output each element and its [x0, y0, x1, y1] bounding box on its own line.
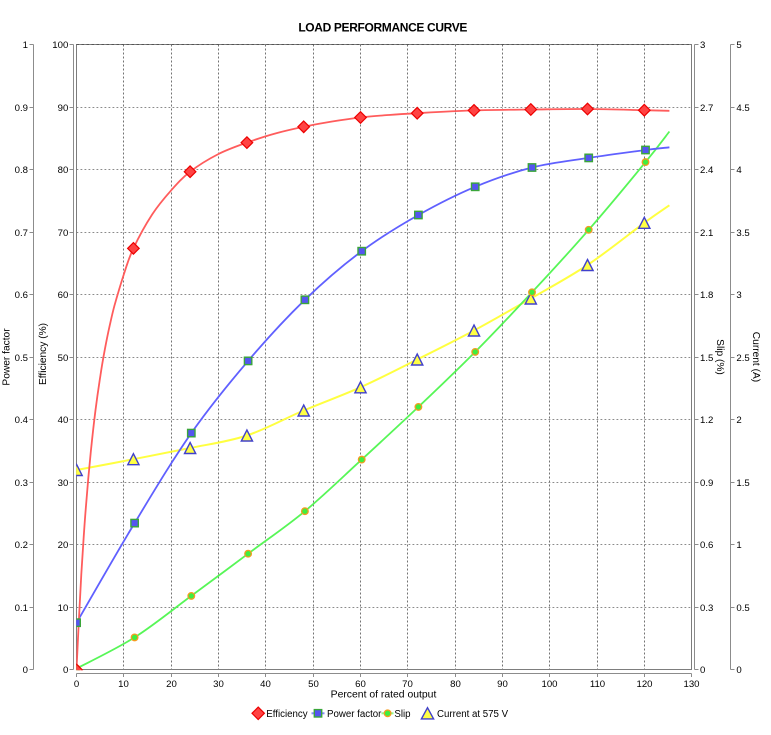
- svg-text:80: 80: [58, 165, 69, 176]
- svg-text:30: 30: [58, 478, 69, 489]
- svg-text:30: 30: [213, 679, 224, 690]
- svg-text:70: 70: [58, 228, 69, 239]
- svg-text:5: 5: [736, 40, 741, 51]
- svg-text:10: 10: [118, 679, 129, 690]
- svg-text:Power factor: Power factor: [2, 328, 13, 386]
- svg-text:0: 0: [23, 665, 28, 676]
- svg-text:0.9: 0.9: [15, 103, 28, 114]
- svg-text:110: 110: [590, 679, 605, 690]
- svg-text:10: 10: [58, 603, 69, 614]
- svg-text:40: 40: [260, 679, 271, 690]
- svg-text:50: 50: [308, 679, 319, 690]
- svg-text:100: 100: [52, 40, 68, 51]
- svg-text:50: 50: [58, 353, 69, 364]
- svg-text:0.6: 0.6: [700, 540, 713, 551]
- svg-text:Power factor: Power factor: [327, 709, 382, 720]
- svg-text:Efficiency: Efficiency: [266, 709, 307, 720]
- svg-text:0.5: 0.5: [736, 603, 749, 614]
- svg-text:20: 20: [58, 540, 69, 551]
- svg-text:0: 0: [74, 679, 79, 690]
- svg-text:0.8: 0.8: [15, 165, 28, 176]
- svg-text:1.8: 1.8: [700, 290, 713, 301]
- svg-text:4: 4: [736, 165, 742, 176]
- svg-text:2: 2: [736, 415, 741, 426]
- svg-text:0.2: 0.2: [15, 540, 28, 551]
- svg-text:80: 80: [450, 679, 461, 690]
- svg-text:0.6: 0.6: [15, 290, 28, 301]
- svg-text:3.5: 3.5: [736, 228, 749, 239]
- svg-text:70: 70: [402, 679, 413, 690]
- svg-text:Slip: Slip: [394, 709, 410, 720]
- svg-text:1: 1: [23, 40, 28, 51]
- svg-text:90: 90: [497, 679, 508, 690]
- svg-text:0: 0: [63, 665, 68, 676]
- svg-text:40: 40: [58, 415, 69, 426]
- svg-text:90: 90: [58, 103, 69, 114]
- svg-text:0.5: 0.5: [15, 353, 28, 364]
- svg-text:0.3: 0.3: [15, 478, 28, 489]
- svg-text:0: 0: [700, 665, 705, 676]
- svg-text:3: 3: [700, 40, 705, 51]
- svg-text:Percent of rated output: Percent of rated output: [331, 690, 437, 701]
- svg-text:20: 20: [166, 679, 177, 690]
- svg-text:0.9: 0.9: [700, 478, 713, 489]
- svg-text:1.5: 1.5: [700, 353, 713, 364]
- svg-text:2.1: 2.1: [700, 228, 713, 239]
- svg-text:Current (A): Current (A): [750, 332, 761, 382]
- svg-text:3: 3: [736, 290, 741, 301]
- svg-text:0.3: 0.3: [700, 603, 713, 614]
- svg-text:130: 130: [683, 679, 699, 690]
- svg-text:0: 0: [736, 665, 741, 676]
- svg-text:2.7: 2.7: [700, 103, 713, 114]
- svg-text:100: 100: [541, 679, 557, 690]
- svg-text:LOAD PERFORMANCE CURVE: LOAD PERFORMANCE CURVE: [298, 21, 467, 35]
- svg-text:2.4: 2.4: [700, 165, 714, 176]
- svg-text:Efficiency (%): Efficiency (%): [38, 323, 49, 385]
- svg-text:60: 60: [355, 679, 366, 690]
- svg-text:1.2: 1.2: [700, 415, 713, 426]
- svg-text:0.1: 0.1: [15, 603, 28, 614]
- svg-text:Current at 575 V: Current at 575 V: [437, 709, 509, 720]
- svg-text:0.4: 0.4: [15, 415, 29, 426]
- svg-text:60: 60: [58, 290, 69, 301]
- svg-text:120: 120: [636, 679, 652, 690]
- svg-text:2.5: 2.5: [736, 353, 749, 364]
- svg-text:1.5: 1.5: [736, 478, 749, 489]
- svg-text:1: 1: [736, 540, 741, 551]
- svg-text:Slip (%): Slip (%): [714, 339, 725, 375]
- svg-text:0.7: 0.7: [15, 228, 28, 239]
- svg-text:4.5: 4.5: [736, 103, 749, 114]
